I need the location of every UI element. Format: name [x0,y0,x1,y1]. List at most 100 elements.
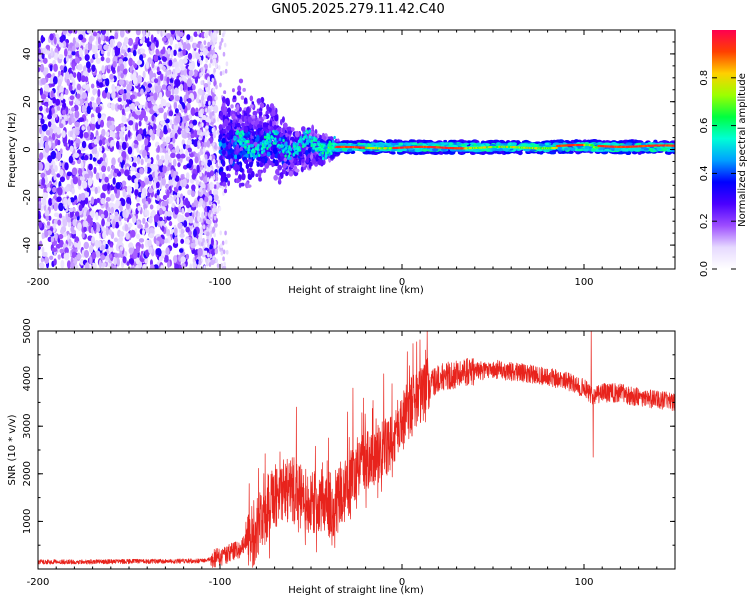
spectrogram-cell [105,57,111,64]
spectrogram-cell [158,216,163,222]
spectrogram-cell [233,154,238,160]
spectrogram-cell [115,140,120,150]
spectrogram-cell [192,119,198,126]
spectrogram-cell [202,203,206,209]
spectrogram-cell [273,124,278,130]
spectrogram-cell [117,97,122,103]
spectrogram-cell [41,232,45,240]
spectrogram-cell [53,63,58,72]
spectrogram-cell [163,112,168,121]
spectrogram-cell [158,91,163,100]
spectrogram-cell [110,139,116,147]
spectrogram-cell [148,246,153,254]
spectrogram-cell [97,88,101,98]
spectrogram-cell [52,113,58,118]
spectrogram-cell [71,62,76,71]
spectrogram-cell [44,230,49,238]
spectrogram-cell [202,250,206,256]
spectrogram-cell [55,151,62,160]
spectrogram-cell [208,200,212,206]
spectrogram-cell [199,123,202,129]
spectrogram-cell [236,90,242,96]
spectrogram-cell [122,188,126,198]
spectrogram-cell [174,43,178,50]
spectrogram-cell [196,93,200,99]
spectrogram-cell [187,52,193,60]
spectrogram-cell [59,176,66,183]
spectrogram-cell [198,102,202,108]
spectrogram-cell [91,252,97,260]
spectrogram-cell [202,238,205,243]
spectrogram-cell [243,97,248,104]
spectrogram-cell [62,109,67,116]
spectrogram-cell [94,240,99,247]
spectrogram-cell [223,90,227,95]
spectrogram-cell [102,183,108,192]
spectrogram-cell [67,50,72,56]
spectrogram-cell [208,262,212,267]
spectrogram-cell [149,204,154,210]
spectrogram-cell [236,110,240,116]
spectrogram-cell [111,90,116,100]
spectrogram-cell [390,151,396,155]
spectrogram-cell [50,150,57,160]
spectrogram-cell [126,125,131,131]
spectrogram-cell [147,167,152,173]
spectrogram-cell [129,102,136,111]
spectrogram-cell [222,181,227,187]
spectrogram-cell [101,65,105,74]
spectrogram-cell [219,230,222,236]
spectrogram-cell [57,219,62,226]
spectrogram-cell [93,166,97,175]
spectrogram-cell [108,247,114,252]
spectrogram-cell [71,50,76,56]
spectrogram-cell [213,203,216,209]
spectrogram-cell [204,94,208,100]
spectrogram-cell [70,107,76,112]
spectrogram-cell [315,154,319,161]
spectrogram-cell [212,100,215,106]
spectrogram-cell [51,132,56,141]
spectrogram-cell [243,132,249,137]
spectrogram-cell [124,223,129,232]
spectrogram-cell [71,83,76,91]
spectrogram-cell [100,213,105,219]
spectrogram-cell [188,69,193,77]
spectrogram-cell [200,80,204,86]
spectrogram-cell [266,104,270,112]
spectrogram-cell [212,175,216,181]
spectrogram-cell [165,247,170,256]
spectrogram-cell [142,70,146,79]
spectrogram-cell [166,54,170,62]
spectrogram-cell [174,108,179,114]
spectrogram-cell [142,263,148,269]
spectrogram-cell [71,167,78,176]
spectrogram-cell [67,197,71,206]
spectrogram-cell [216,30,219,34]
spectrogram-cell [288,170,294,177]
spectrogram-cell [241,122,245,128]
spectrogram-cell [128,52,132,60]
spectrogram-cell [187,189,192,196]
spectrogram-cell [114,252,119,258]
spectrogram-cell [245,126,249,134]
spectrogram-cell [214,33,217,38]
spectrogram-cell [148,187,154,194]
spectrogram-cell [243,159,249,165]
spectrogram-cell [64,162,69,171]
spectrogram-cell [75,43,80,48]
spectrogram-cell [68,84,73,92]
spectrogram-cell [322,132,325,137]
spectrogram-cell [167,228,171,238]
spectrogram-cell [162,206,166,212]
spectrogram-cell [170,152,176,159]
spectrogram-cell [226,133,230,138]
spectrogram-cell [45,215,49,222]
spectrogram-cell [161,84,167,90]
spectrogram-cell [69,145,74,153]
spectrogram-cell [195,179,200,186]
spectrogram-cell [182,49,186,56]
spectrogram-cell [39,105,43,112]
spectrogram-cell [205,58,208,63]
